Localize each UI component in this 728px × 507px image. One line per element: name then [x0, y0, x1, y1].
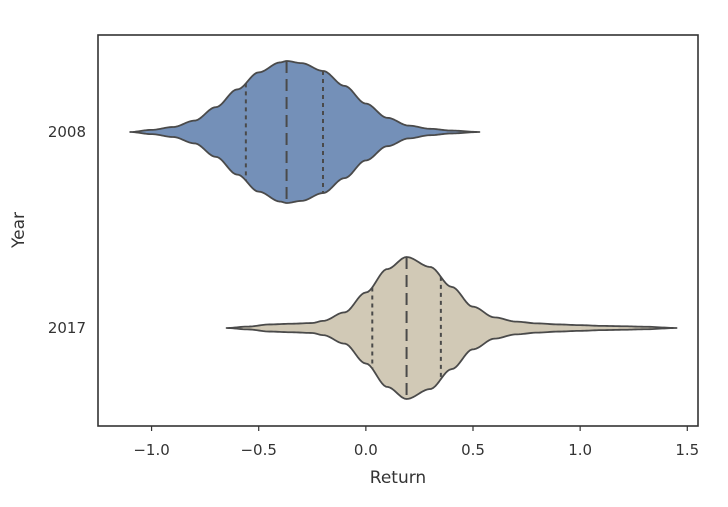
- x-tick-label: 1.5: [675, 441, 699, 459]
- y-tick-label-2008: 2008: [48, 123, 86, 141]
- x-tick-label: 1.0: [568, 441, 592, 459]
- violin-body-2017: [225, 256, 678, 400]
- y-axis-label: Year: [9, 212, 29, 249]
- x-tick-label: −0.5: [240, 441, 276, 459]
- x-axis-label: Return: [370, 468, 426, 488]
- x-tick-label: −1.0: [133, 441, 169, 459]
- y-tick-label-2017: 2017: [48, 319, 86, 337]
- violin-2017: [225, 256, 678, 400]
- y-tick-labels: 2008 2017: [48, 123, 86, 337]
- plot-layer: [129, 60, 678, 400]
- violin-2008: [129, 60, 481, 204]
- x-tick-labels: −1.0 −0.5 0.0 0.5 1.0 1.5: [133, 426, 699, 459]
- plot-frame: [97, 34, 699, 427]
- x-tick-label: 0.5: [461, 441, 485, 459]
- x-tick-label: 0.0: [354, 441, 378, 459]
- violin-body-2008: [129, 60, 481, 204]
